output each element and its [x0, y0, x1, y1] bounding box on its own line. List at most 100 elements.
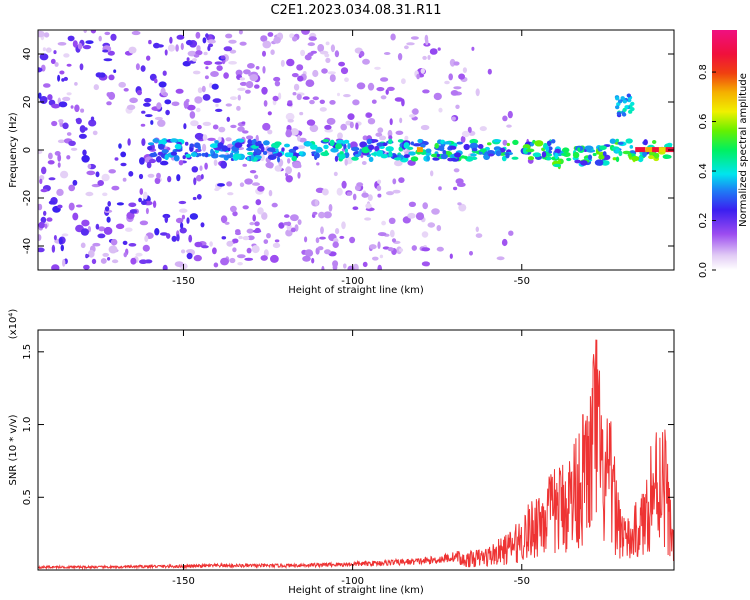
spectrogram-cell	[107, 201, 111, 207]
spectrogram-cell	[127, 138, 131, 146]
spectrogram-band-cell	[554, 148, 561, 154]
spectrogram-band-cell	[210, 148, 214, 155]
spectrogram-cell	[252, 214, 256, 222]
spectrogram-cell	[451, 116, 457, 121]
spectrogram-cell	[286, 129, 292, 133]
spectrogram-band-cell	[388, 151, 393, 158]
spectrogram-cell	[304, 236, 308, 243]
spectrogram-band-cell	[368, 144, 375, 151]
spectrogram-cell	[215, 103, 219, 107]
spectrogram-band-cell	[374, 145, 380, 152]
spectrogram-cell	[101, 173, 110, 182]
spectrogram-cell	[141, 110, 146, 114]
spectrogram-cell	[380, 95, 387, 100]
spectrogram-cells	[38, 30, 674, 270]
spectrogram-band-cell	[218, 154, 227, 158]
spectrogram-cell	[502, 115, 508, 122]
spectrogram-cell	[239, 182, 245, 187]
spectrogram-cell	[221, 236, 227, 240]
spectrogram-band-cell	[246, 147, 254, 151]
spectrogram-cell	[297, 219, 302, 226]
spectrogram-cell	[213, 159, 218, 166]
spectrogram-cell	[179, 208, 188, 213]
spectrogram-band-cell	[170, 151, 178, 156]
spectrogram-cell	[103, 58, 113, 62]
spectrogram-band-cell	[161, 149, 169, 154]
spectrogram-cell	[322, 188, 329, 196]
spectrogram-cell	[199, 165, 203, 171]
spectrogram-cell	[421, 231, 429, 238]
spectrogram-cell	[263, 249, 269, 257]
spectrogram-cell	[111, 259, 119, 264]
spectrogram-cell	[262, 40, 272, 49]
spectrogram-cell	[330, 44, 335, 53]
spectrogram-cell	[202, 121, 212, 126]
spectrogram-cell	[72, 40, 78, 48]
spectrogram-cell	[272, 242, 281, 249]
spectrogram-cell	[98, 35, 102, 42]
spectrogram-band-cell	[483, 154, 490, 160]
spectrogram-band-cell	[449, 145, 457, 150]
spectrogram-band-cell	[304, 142, 313, 146]
top-y-axis-label: Frequency (Hz)	[8, 112, 19, 188]
spectrogram-cell	[194, 241, 203, 248]
spectrogram-cell	[188, 234, 193, 243]
spectrogram-cell	[226, 240, 234, 247]
spectrogram-cell	[108, 169, 116, 174]
spectrogram-band-cell	[572, 151, 580, 159]
colorbar-tick-label: 0.0	[698, 262, 709, 278]
spectrogram-band-cell	[281, 147, 285, 152]
spectrogram-band-cell	[339, 151, 344, 155]
spectrogram-feature-cell	[622, 99, 627, 104]
spectrogram-cell	[309, 99, 315, 105]
spectrogram-cell	[390, 33, 396, 41]
spectrogram-band-cell	[648, 155, 655, 160]
spectrogram-cell	[324, 53, 330, 58]
spectrogram-cell	[438, 107, 443, 113]
spectrogram-cell	[193, 254, 202, 262]
spectrogram-cell	[243, 69, 251, 75]
spectrogram-cell	[225, 103, 232, 107]
spectrogram-cell	[141, 138, 146, 147]
spectrogram-cell	[160, 160, 169, 166]
spectrogram-band-cell	[488, 153, 494, 157]
spectrogram-cell	[42, 47, 47, 52]
spectrogram-band-cell	[256, 148, 261, 155]
spectrogram-cell	[118, 81, 126, 88]
spectrogram-cell	[273, 36, 281, 44]
spectrogram-band-cell	[291, 155, 298, 162]
spectrogram-band-cell	[214, 140, 219, 144]
spectrogram-cell	[103, 226, 113, 235]
spectrogram-cell	[207, 137, 216, 141]
y-tick-label: -20	[22, 190, 33, 206]
spectrogram-cell	[175, 44, 179, 52]
spectrogram-cell	[47, 160, 55, 165]
spectrogram-cell	[306, 119, 316, 126]
spectrogram-band-cell	[622, 150, 631, 155]
spectrogram-cell	[387, 247, 394, 252]
snr-panel: -150 -100 -50 0.5 1.0 1.5 Height of straight…	[8, 309, 675, 596]
spectrogram-cell	[51, 264, 60, 270]
spectrogram-cell	[404, 135, 409, 141]
spectrogram-cell	[118, 143, 122, 149]
spectrogram-cell	[193, 54, 200, 58]
spectrogram-cell	[104, 31, 111, 36]
spectrogram-cell	[238, 30, 243, 35]
spectrogram-cell	[215, 108, 223, 112]
spectrogram-cell	[212, 98, 222, 103]
chart-title: C2E1.2023.034.08.31.R11	[270, 3, 441, 18]
spectrogram-cell	[416, 73, 420, 80]
spectrogram-cell	[57, 42, 67, 46]
spectrogram-cell	[397, 53, 403, 61]
spectrogram-band-cell	[552, 163, 562, 168]
y-tick-label: -40	[22, 238, 33, 254]
spectrogram-band-cell	[263, 140, 270, 146]
spectrogram-cell	[374, 66, 381, 70]
spectrogram-cell	[274, 239, 280, 243]
spectrogram-cell	[57, 154, 62, 162]
spectrogram-cell	[346, 191, 353, 196]
spectrogram-cell	[274, 80, 281, 87]
spectrogram-cell	[273, 76, 281, 82]
spectrogram-cell	[104, 206, 110, 212]
spectrogram-band-cell	[545, 145, 550, 152]
